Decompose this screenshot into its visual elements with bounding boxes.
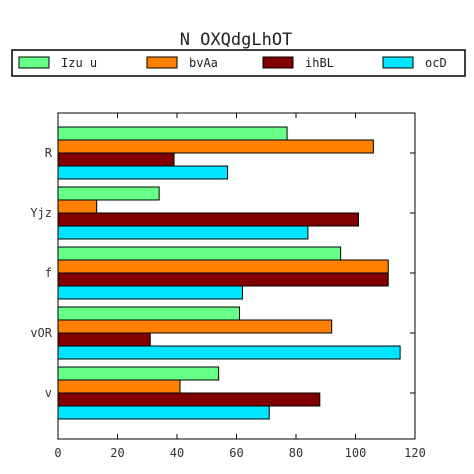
legend-swatch xyxy=(146,56,178,69)
y-tick-label: f xyxy=(45,266,52,280)
bar xyxy=(57,225,309,240)
bar xyxy=(57,212,359,227)
bar xyxy=(57,319,333,334)
legend-swatch xyxy=(18,56,50,69)
bar xyxy=(57,246,342,261)
bar xyxy=(57,332,151,347)
bar xyxy=(57,366,220,381)
legend-label: Izu u xyxy=(61,56,97,70)
legend-label: bvAa xyxy=(189,56,218,70)
x-tick-label: 120 xyxy=(404,446,426,460)
bar xyxy=(57,285,243,300)
bar xyxy=(57,199,98,214)
bar xyxy=(57,165,229,180)
y-tick-label: v xyxy=(45,386,52,400)
bar xyxy=(57,126,288,141)
plot-area: R Yjz f vOR v 0 20 40 60 80 100 120 xyxy=(30,112,426,460)
legend-label: ihBL xyxy=(305,56,334,70)
x-tick-label: 0 xyxy=(54,446,61,460)
legend-swatch xyxy=(262,56,294,69)
bar xyxy=(57,272,389,287)
bar xyxy=(57,392,321,407)
y-tick-label: Yjz xyxy=(30,206,52,220)
chart-title: N OXQdgLhOT xyxy=(180,30,293,50)
bar xyxy=(57,306,240,321)
x-tick-label: 60 xyxy=(229,446,243,460)
legend-swatch xyxy=(382,56,414,69)
y-tick-label: R xyxy=(45,146,53,160)
bar xyxy=(57,345,401,360)
bar xyxy=(57,186,160,201)
x-tick-label: 40 xyxy=(170,446,184,460)
legend-label: ocD xyxy=(425,56,447,70)
x-axis: 0 20 40 60 80 100 120 xyxy=(54,113,426,460)
legend: Izu u bvAa ihBL ocD xyxy=(11,49,466,77)
y-tick-label: vOR xyxy=(30,326,52,340)
bar xyxy=(57,379,181,394)
y-axis: R Yjz f vOR v xyxy=(30,146,415,400)
bar xyxy=(57,139,374,154)
x-tick-label: 80 xyxy=(289,446,303,460)
x-tick-label: 20 xyxy=(110,446,124,460)
bar xyxy=(57,259,389,274)
bar xyxy=(57,405,270,420)
x-tick-label: 100 xyxy=(345,446,367,460)
bar xyxy=(57,152,175,167)
bars xyxy=(57,126,401,420)
